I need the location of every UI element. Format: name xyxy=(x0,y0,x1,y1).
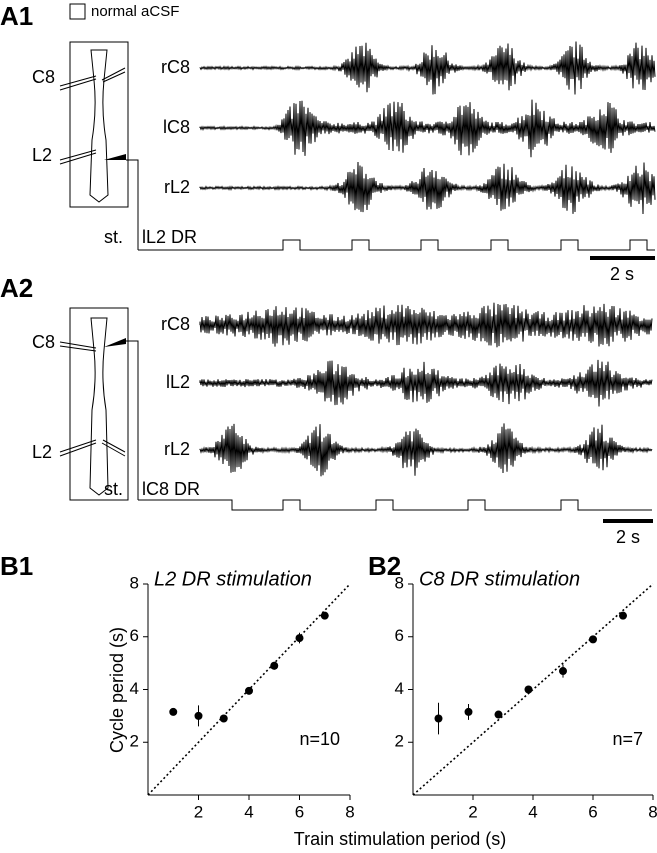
y-tick-label: 6 xyxy=(130,626,139,645)
y-tick-label: 4 xyxy=(130,679,139,698)
chart-title: L2 DR stimulation xyxy=(154,568,312,590)
trace-label: rC8 xyxy=(161,314,190,334)
annotation: n=10 xyxy=(299,729,340,749)
spinal-cord xyxy=(89,49,109,203)
chart-title: C8 DR stimulation xyxy=(419,568,580,590)
scale-label: 2 s xyxy=(610,264,634,284)
y-tick-label: 2 xyxy=(130,732,139,751)
x-axis-label: Train stimulation period (s) xyxy=(294,829,506,849)
trace-label: rL2 xyxy=(164,177,190,197)
y-tick-label: 6 xyxy=(395,626,404,645)
cord-label: C8 xyxy=(32,67,55,87)
trace xyxy=(199,423,653,477)
stim-lead xyxy=(126,159,139,250)
y-tick-label: 8 xyxy=(395,573,404,592)
x-tick-label: 2 xyxy=(468,802,477,821)
panel-label: B1 xyxy=(0,551,33,581)
scale-label: 2 s xyxy=(616,527,640,547)
cord-label: L2 xyxy=(32,145,52,165)
x-tick-label: 6 xyxy=(295,802,304,821)
point xyxy=(169,707,178,716)
point xyxy=(464,707,473,716)
cord-box xyxy=(69,41,129,208)
x-tick-label: 4 xyxy=(244,802,253,821)
point xyxy=(589,635,597,644)
x-tick-label: 8 xyxy=(648,802,657,821)
point xyxy=(295,634,304,643)
y-axis-label: Cycle period (s) xyxy=(107,627,127,753)
spinal-cord xyxy=(89,317,109,496)
stim-electrode xyxy=(104,154,126,160)
identity-line xyxy=(147,583,351,796)
stim-label: lL2 DR xyxy=(142,227,197,247)
scale-bar xyxy=(590,256,655,260)
stim-train xyxy=(138,239,655,251)
point xyxy=(494,710,503,719)
cord-box xyxy=(69,307,129,501)
trace-label: rC8 xyxy=(161,57,190,77)
point xyxy=(219,714,228,723)
x-tick-label: 6 xyxy=(588,802,597,821)
point xyxy=(559,667,567,676)
trace xyxy=(199,359,653,407)
point xyxy=(320,611,329,620)
x-tick-label: 8 xyxy=(345,802,354,821)
cord-label: C8 xyxy=(32,332,55,352)
legend-text: normal aCSF xyxy=(91,3,179,20)
stim-electrode xyxy=(104,338,126,347)
trace xyxy=(199,302,653,348)
panel-label: B2 xyxy=(368,551,401,581)
trace xyxy=(199,41,656,95)
point xyxy=(194,711,203,720)
stim-prefix: st. xyxy=(104,227,123,247)
trace xyxy=(199,99,656,158)
electrodes xyxy=(59,67,126,165)
trace-label: lL2 xyxy=(166,372,190,392)
panel-label: A1 xyxy=(0,1,33,31)
stim-lead xyxy=(126,340,139,500)
scale-bar xyxy=(603,519,653,523)
trace-label: rL2 xyxy=(164,439,190,459)
y-tick-label: 8 xyxy=(130,573,139,592)
cord-label: L2 xyxy=(32,442,52,462)
point xyxy=(524,685,533,694)
x-tick-label: 2 xyxy=(194,802,203,821)
electrodes xyxy=(59,341,126,457)
stim-label: lC8 DR xyxy=(142,479,200,499)
trace-label: lC8 xyxy=(163,117,190,137)
panel-label: A2 xyxy=(0,273,33,303)
annotation: n=7 xyxy=(612,729,643,749)
legend-box xyxy=(69,3,86,20)
point xyxy=(619,611,627,620)
trace xyxy=(199,161,656,215)
stim-prefix: st. xyxy=(104,479,123,499)
x-tick-label: 4 xyxy=(528,802,537,821)
stim-train xyxy=(138,499,652,511)
identity-line xyxy=(412,583,654,796)
point xyxy=(270,661,279,670)
y-tick-label: 4 xyxy=(395,679,404,698)
point xyxy=(434,714,443,723)
point xyxy=(245,686,253,695)
y-tick-label: 2 xyxy=(395,732,404,751)
